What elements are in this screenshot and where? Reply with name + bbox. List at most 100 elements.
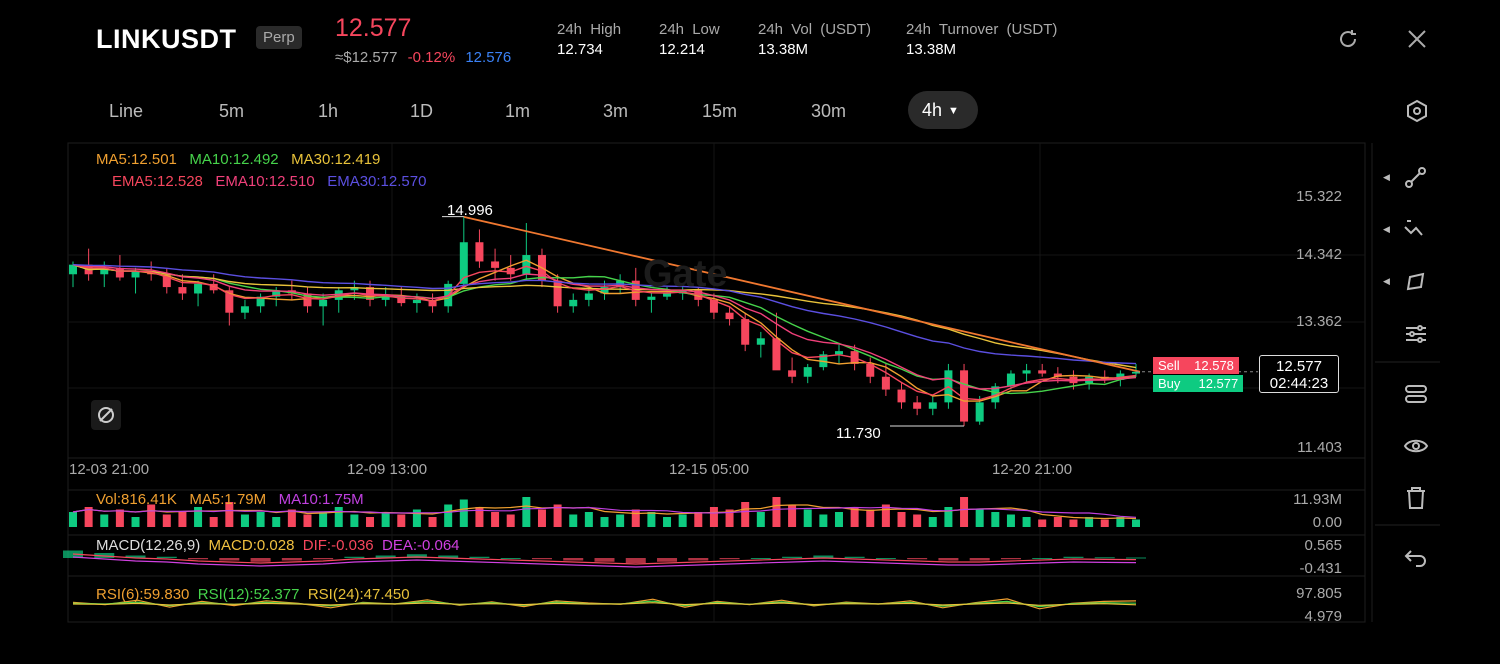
- rsi-axis-max: 97.805: [1296, 585, 1342, 602]
- hexagon-settings-icon[interactable]: [1405, 99, 1429, 123]
- ema30-label: EMA30:12.570: [327, 173, 427, 190]
- volume-bar: [194, 507, 203, 527]
- candle-body: [913, 402, 922, 409]
- macd-axis-max: 0.565: [1304, 537, 1342, 554]
- volume-bar: [866, 509, 875, 527]
- macd-histogram-bar: [406, 554, 427, 558]
- candle-body: [928, 402, 937, 409]
- macd-histogram-bar: [719, 558, 740, 560]
- candle-body: [272, 290, 281, 297]
- volume-bar: [1006, 514, 1015, 527]
- candle-body: [303, 293, 312, 307]
- ma30-label: MA30:12.419: [291, 151, 381, 168]
- volume-bar: [928, 517, 937, 527]
- expand-arrow-icon: ◀: [1383, 172, 1390, 182]
- candle-body: [209, 283, 218, 291]
- volume-bar: [303, 514, 312, 527]
- price-tick: 11.403: [1297, 439, 1342, 456]
- buy-price-tag[interactable]: Buy 12.577: [1153, 375, 1244, 392]
- visibility-toggle-button[interactable]: [91, 400, 121, 430]
- tab-5m[interactable]: 5m: [219, 101, 245, 121]
- volume-bar: [897, 512, 906, 527]
- eye-icon[interactable]: [1403, 433, 1429, 459]
- macd-histogram-bar: [188, 558, 209, 560]
- volume-bar: [725, 509, 734, 527]
- candle-body: [131, 271, 140, 278]
- sell-price: 12.578: [1194, 358, 1234, 373]
- candle-body: [428, 299, 437, 307]
- ema10-line: [72, 264, 1137, 390]
- countdown-price: 12.577: [1276, 358, 1322, 375]
- trash-icon[interactable]: [1403, 485, 1429, 511]
- volume-bar: [475, 507, 484, 527]
- candle-body: [100, 267, 109, 275]
- line-chart-tool-icon[interactable]: [1403, 217, 1429, 243]
- shape-tool-icon[interactable]: [1403, 269, 1429, 295]
- candle-body: [256, 296, 265, 307]
- volume-bar: [162, 514, 171, 527]
- volume-bar: [663, 517, 672, 527]
- current-price-countdown: 12.577 02:44:23: [1259, 355, 1339, 393]
- ema10-label: EMA10:12.510: [215, 173, 315, 190]
- candle-body: [69, 264, 77, 275]
- volume-bar: [819, 514, 828, 527]
- macd-histogram-bar: [563, 558, 584, 561]
- rsi12-label: RSI(12):52.377: [197, 586, 300, 603]
- volume-bar: [553, 504, 562, 527]
- macd-histogram-bar: [156, 556, 177, 558]
- volume-bar: [756, 512, 765, 527]
- ema-legend: EMA5:12.528 EMA10:12.510 EMA30:12.570: [112, 173, 426, 190]
- volume-bar: [944, 507, 953, 527]
- stat-value: 13.38M: [906, 41, 957, 58]
- macd-histogram-bar: [844, 556, 865, 558]
- usd-price: ≈$12.577: [335, 49, 398, 66]
- ma10-label: MA10:12.492: [189, 151, 279, 168]
- tab-1m[interactable]: 1m: [505, 101, 531, 121]
- volume-bar: [381, 512, 390, 527]
- tab-15m[interactable]: 15m: [702, 101, 738, 121]
- stat-value: 12.734: [557, 41, 603, 58]
- symbol-title: LINKUSDT: [96, 24, 237, 54]
- price-tick: 14.342: [1296, 246, 1342, 263]
- tab-line[interactable]: Line: [109, 101, 144, 121]
- rsi24-label: RSI(24):47.450: [307, 586, 410, 603]
- sell-label: Sell: [1158, 358, 1180, 373]
- volume-bar: [709, 507, 718, 527]
- high-annotation: 14.996: [447, 202, 493, 219]
- macd-histogram-bar: [219, 558, 240, 561]
- tab-1d[interactable]: 1D: [410, 101, 434, 121]
- refresh-icon[interactable]: [1337, 28, 1359, 50]
- candle-body: [240, 306, 249, 313]
- vol-ma10-label: MA10:1.75M: [278, 491, 364, 508]
- buy-price: 12.577: [1198, 376, 1239, 391]
- time-tick: 12-03 21:00: [69, 461, 150, 478]
- rsi24-line: [72, 602, 1137, 606]
- rsi-axis-min: 4.979: [1304, 608, 1342, 625]
- indicator-adjust-icon[interactable]: [1403, 381, 1429, 407]
- candle-body: [881, 376, 890, 390]
- volume-bar: [1132, 519, 1140, 527]
- low-annotation: 11.730: [836, 425, 881, 442]
- layers-icon[interactable]: [1403, 165, 1429, 191]
- buy-label: Buy: [1158, 376, 1181, 391]
- macd-histogram-bar: [344, 556, 365, 558]
- tab-1h[interactable]: 1h: [318, 101, 339, 121]
- sell-price-tag[interactable]: Sell 12.578: [1153, 357, 1239, 374]
- macd-histogram-bar: [813, 555, 834, 558]
- macd-histogram-bar: [969, 558, 990, 561]
- volume-bar: [69, 512, 77, 527]
- candle-body: [194, 283, 203, 294]
- ma-legend: MA5:12.501 MA10:12.492 MA30:12.419: [96, 151, 380, 168]
- expand-arrow-icon: ◀: [1383, 224, 1390, 234]
- tab-30m[interactable]: 30m: [811, 101, 847, 121]
- candle-body: [412, 299, 421, 304]
- mark-price: 12.576: [465, 49, 512, 66]
- undo-icon[interactable]: [1403, 545, 1429, 571]
- close-icon[interactable]: [1406, 28, 1428, 50]
- tab-4h-selected[interactable]: 4h ▼: [908, 91, 978, 129]
- settings-sliders-icon[interactable]: [1403, 321, 1429, 347]
- rsi6-label: RSI(6):59.830: [96, 586, 190, 603]
- tab-3m[interactable]: 3m: [603, 101, 629, 121]
- macd-histogram-bar: [1094, 557, 1115, 559]
